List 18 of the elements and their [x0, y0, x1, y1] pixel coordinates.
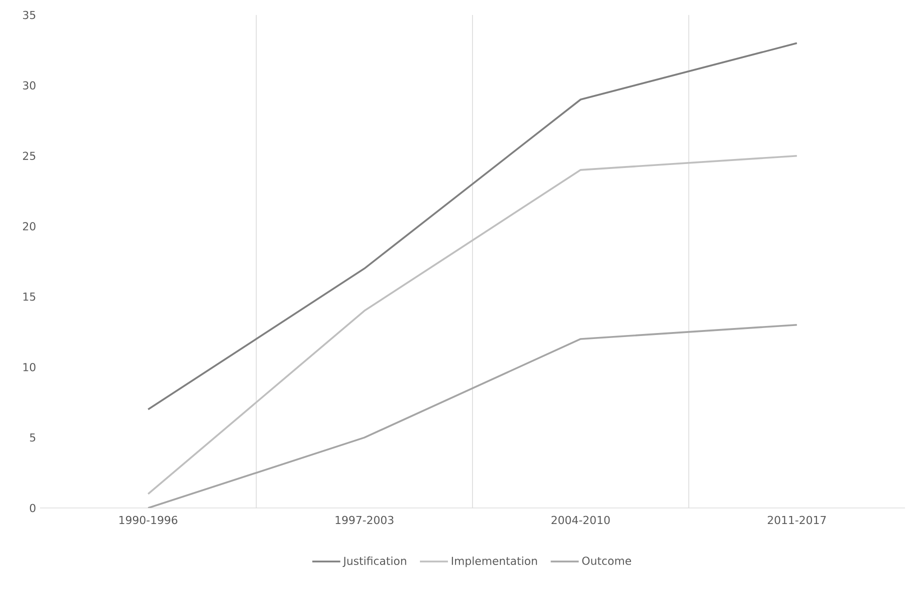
x-tick-label: 2004-2010 [552, 516, 610, 524]
x-tick-label: 2011-2017 [768, 516, 826, 524]
y-tick-label: 15 [23, 292, 36, 301]
x-tick-label: 1990-1996 [119, 516, 178, 524]
legend-label: Outcome [582, 556, 632, 565]
line-series [147, 154, 798, 495]
y-tick-label: 30 [23, 81, 36, 90]
y-tick-label: 10 [23, 362, 36, 372]
line-series [147, 324, 798, 508]
line-series [147, 42, 798, 410]
y-tick-label: 20 [23, 222, 36, 230]
y-tick-label: 25 [23, 152, 36, 160]
y-tick-label: 0 [30, 504, 36, 512]
x-tick-label: 1997-2003 [336, 516, 394, 524]
legend-label: Implementation [452, 556, 537, 568]
legend-label: Justification [342, 556, 406, 568]
y-tick-label: 35 [23, 10, 36, 20]
y-tick-label: 5 [30, 433, 36, 442]
